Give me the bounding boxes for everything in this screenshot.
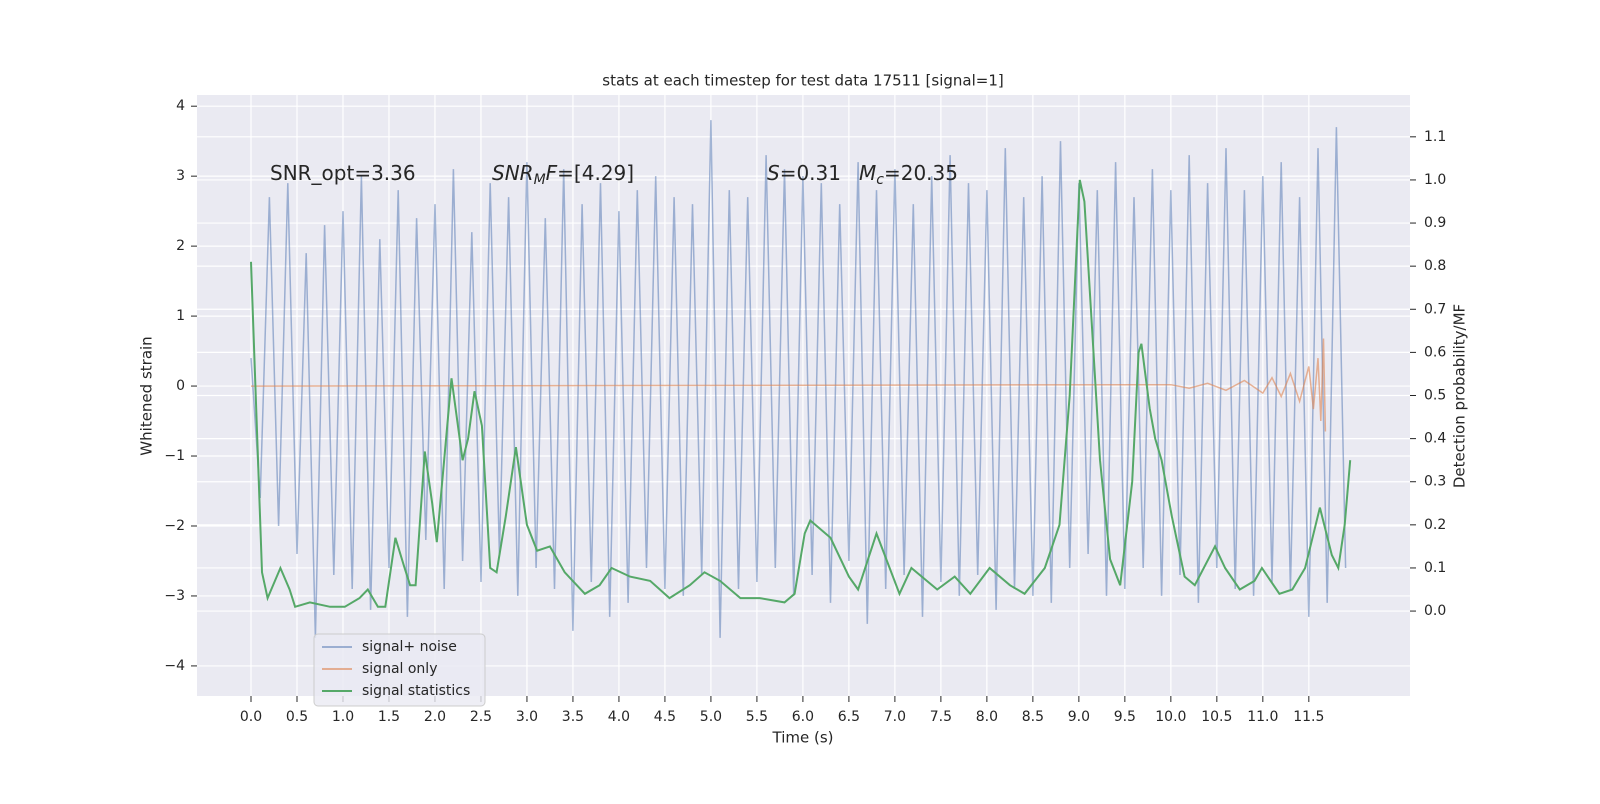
y-tick-label: 3 <box>176 168 185 184</box>
legend-label: signal only <box>362 661 437 677</box>
legend-label: signal statistics <box>362 683 470 699</box>
y-tick-label: 1 <box>176 308 185 324</box>
x-tick-label: 0.5 <box>286 709 308 725</box>
annotation-part: =0.31 <box>780 161 841 185</box>
x-tick-label: 1.0 <box>332 709 354 725</box>
y2-tick-label: 0.5 <box>1424 388 1446 404</box>
y-tick-label: 0 <box>176 378 185 394</box>
x-tick-label: 8.5 <box>1022 709 1044 725</box>
annotation: S=0.31 <box>767 161 841 185</box>
annotation: SNRMF=[4.29] <box>492 161 634 188</box>
legend-box <box>313 633 486 707</box>
grid <box>197 95 1410 696</box>
y2-tick-label: 0.0 <box>1424 603 1446 619</box>
series-line <box>250 179 1352 609</box>
x-tick-label: 3.0 <box>516 709 538 725</box>
annotation-part: SNR <box>492 161 534 185</box>
x-tick-label: 9.0 <box>1068 709 1090 725</box>
x-tick-label: 1.5 <box>378 709 400 725</box>
x-tick-label: 4.5 <box>654 709 676 725</box>
annotation-part: F <box>546 161 558 185</box>
y2-tick-label: 0.6 <box>1424 344 1446 360</box>
annotations: SNR_opt=3.36 SNRMF=[4.29] S=0.31 Mc=20.35 <box>270 161 958 188</box>
x-tick-label: 5.5 <box>746 709 768 725</box>
x-tick-label: 11.0 <box>1247 709 1278 725</box>
annotation-part: M <box>859 161 876 185</box>
x-tick-label: 6.0 <box>792 709 814 725</box>
x-tick-label: 7.5 <box>930 709 952 725</box>
annotation: Mc=20.35 <box>859 161 958 188</box>
y-axis-label: Whitened strain <box>138 336 156 455</box>
y-tick-label: −2 <box>164 518 185 534</box>
x-tick-label: 6.5 <box>838 709 860 725</box>
annotation: SNR_opt=3.36 <box>270 161 416 185</box>
x-tick-label: 5.0 <box>700 709 722 725</box>
x-axis-label: Time (s) <box>772 729 834 747</box>
annotation-part: c <box>876 172 884 188</box>
x-tick-label: 2.5 <box>470 709 492 725</box>
y-tick-label: −1 <box>164 448 185 464</box>
x-tick-label: 8.0 <box>976 709 998 725</box>
y2-tick-label: 0.2 <box>1424 517 1446 533</box>
marks <box>250 120 1352 638</box>
y-tick-label: 4 <box>176 98 185 114</box>
legend: signal+ noise signal only signal statistic… <box>313 633 486 707</box>
annotation-part: M <box>534 172 546 188</box>
annotation-part: SNR_opt=3.36 <box>270 161 416 185</box>
chart-title: stats at each timestep for test data 175… <box>602 72 1003 90</box>
y2-tick-label: 0.9 <box>1424 215 1446 231</box>
series-line <box>250 120 1347 638</box>
series-line <box>250 338 1327 432</box>
annotation-part: =[4.29] <box>557 161 634 185</box>
y-tick-label: −4 <box>164 658 185 674</box>
annotation-part: S <box>767 161 780 185</box>
y2-tick-label: 0.7 <box>1424 301 1446 317</box>
y2-tick-label: 1.0 <box>1424 172 1446 188</box>
y-tick-label: −3 <box>164 588 185 604</box>
legend-label: signal+ noise <box>362 639 457 655</box>
x-tick-label: 2.0 <box>424 709 446 725</box>
y2-tick-label: 0.1 <box>1424 560 1446 576</box>
x-tick-label: 4.0 <box>608 709 630 725</box>
x-tick-label: 7.0 <box>884 709 906 725</box>
y2-tick-label: 0.8 <box>1424 258 1446 274</box>
y-tick-label: 2 <box>176 238 185 254</box>
axes: 0.0 0.5 1.0 1.5 2.0 2.5 3.0 3.5 4.0 4.5 5.0 5.5 6.0 6… <box>164 98 1446 725</box>
x-tick-label: 11.5 <box>1293 709 1324 725</box>
x-tick-label: 3.5 <box>562 709 584 725</box>
annotation-part: =20.35 <box>884 161 958 185</box>
x-tick-label: 0.0 <box>240 709 262 725</box>
y2-axis-label: Detection probability/MF <box>1451 304 1469 488</box>
y2-tick-label: 1.1 <box>1424 129 1446 145</box>
x-tick-label: 10.5 <box>1201 709 1232 725</box>
x-tick-label: 10.0 <box>1155 709 1186 725</box>
y2-tick-label: 0.3 <box>1424 474 1446 490</box>
x-tick-label: 9.5 <box>1114 709 1136 725</box>
y2-tick-label: 0.4 <box>1424 431 1446 447</box>
